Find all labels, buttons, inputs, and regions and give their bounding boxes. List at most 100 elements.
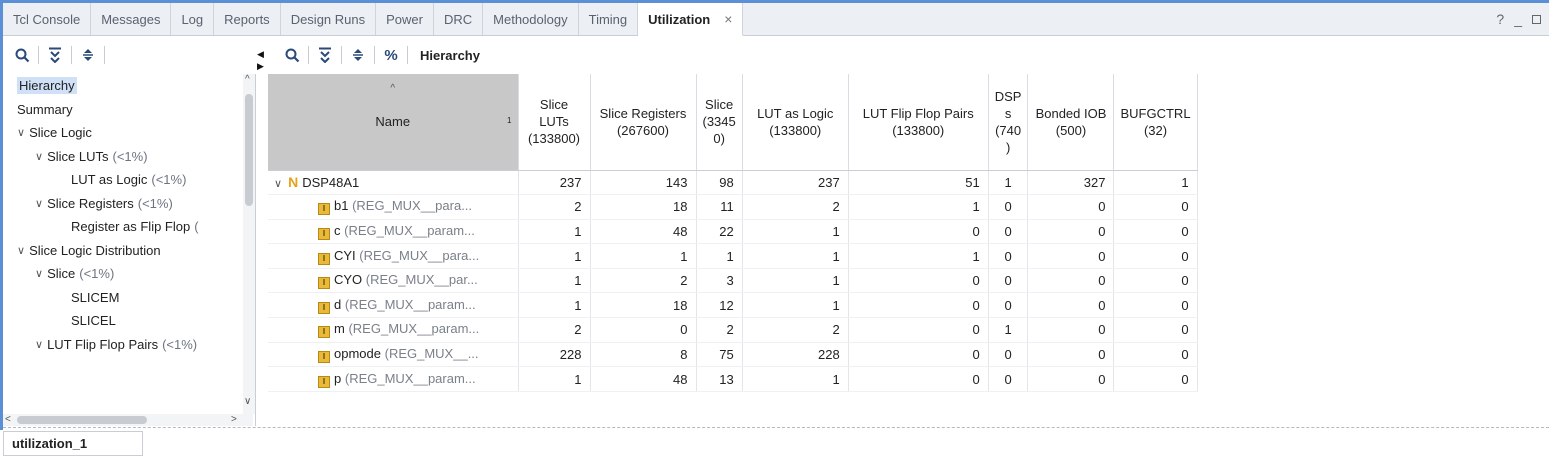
chevron-down-icon[interactable]: ∨ xyxy=(35,150,44,163)
column-header-text: Slice Registers xyxy=(599,105,687,121)
cell-value: 0 xyxy=(988,292,1029,319)
column-header[interactable]: LUT as Logic (133800) xyxy=(742,74,849,171)
cell-value: 0 xyxy=(1027,268,1115,294)
chevron-down-icon[interactable]: ∨ xyxy=(17,127,26,140)
cell-value: 0 xyxy=(1027,243,1115,269)
scrollbar-thumb[interactable] xyxy=(245,94,253,206)
tree-item[interactable]: ∨ Slice Logic xyxy=(3,121,255,145)
module-name: (REG_MUX__par... xyxy=(365,272,478,288)
chevron-down-icon[interactable]: ∨ xyxy=(35,268,44,281)
scroll-down-icon[interactable]: ∨ xyxy=(244,396,252,407)
expand-all-icon[interactable] xyxy=(74,43,102,67)
tab-drc[interactable]: DRC xyxy=(434,3,484,35)
column-header[interactable]: DSP s (740) xyxy=(988,74,1029,171)
cell-value: 51 xyxy=(848,170,989,196)
horizontal-scrollbar[interactable]: < > xyxy=(3,414,253,426)
bottom-divider xyxy=(3,427,1549,428)
tree-item[interactable]: ∨ Slice (<1%) xyxy=(3,262,255,286)
tree-item-percent: (<1%) xyxy=(151,172,187,188)
chevron-down-icon[interactable]: ∨ xyxy=(17,244,26,257)
tree-item[interactable]: ∨ Slice Logic Distribution xyxy=(3,239,255,263)
tab-tcl-console[interactable]: Tcl Console xyxy=(3,3,92,35)
scrollbar-thumb[interactable] xyxy=(17,416,147,424)
collapse-left-icon[interactable]: ◀ xyxy=(257,49,264,59)
table-row[interactable]: I CYI (REG_MUX__para... 1 1 1 1 1 0 0 0 xyxy=(268,243,1198,269)
vertical-scrollbar[interactable]: ^ ∨ xyxy=(243,74,255,414)
tree-item[interactable]: Summary xyxy=(3,98,255,122)
chevron-down-icon[interactable]: ∨ xyxy=(35,338,44,351)
column-header-text: Slice LUTs xyxy=(539,97,569,130)
module-name: (REG_MUX__param... xyxy=(344,222,475,238)
cell-name: I CYO (REG_MUX__par... xyxy=(268,268,519,294)
table-row[interactable]: I CYO (REG_MUX__par... 1 2 3 1 0 0 0 0 xyxy=(268,268,1198,294)
percent-icon[interactable]: % xyxy=(384,46,398,64)
tree-item[interactable]: ∨ Slice LUTs (<1%) xyxy=(3,145,255,169)
table-header-row: ^ 1 Name Slice LUTs (133800) Slice Registers(… xyxy=(268,74,1198,171)
cell-value: 237 xyxy=(742,170,849,196)
column-header-text: (133800) xyxy=(769,122,822,138)
window-top-border xyxy=(0,0,1549,3)
scroll-up-icon[interactable]: ^ xyxy=(245,74,250,85)
tab-messages[interactable]: Messages xyxy=(91,3,172,35)
cell-value: 0 xyxy=(590,317,697,343)
tab-methodology[interactable]: Methodology xyxy=(483,3,579,35)
help-icon[interactable]: ? xyxy=(1496,11,1505,27)
scroll-right-icon[interactable]: > xyxy=(231,414,237,425)
column-header[interactable]: LUT Flip Flop Pairs (133800) xyxy=(848,74,989,171)
cell-value: 0 xyxy=(1027,194,1115,220)
cell-value: 237 xyxy=(518,170,591,196)
close-icon[interactable]: × xyxy=(724,11,733,27)
module-name: (REG_MUX__... xyxy=(384,345,479,361)
expand-all-icon[interactable] xyxy=(344,43,372,67)
tree-item[interactable]: SLICEM xyxy=(3,286,255,310)
tab-log[interactable]: Log xyxy=(171,3,215,35)
scroll-left-icon[interactable]: < xyxy=(5,414,11,425)
tree-item[interactable]: Register as Flip Flop( xyxy=(3,215,255,239)
column-header-name[interactable]: ^ 1 Name xyxy=(268,74,519,171)
table-row[interactable]: ∨ N DSP48A1 237 143 98 237 51 1 327 1 xyxy=(268,170,1198,196)
cell-value: 1 xyxy=(1113,170,1198,196)
instance-icon: I xyxy=(318,203,330,216)
cell-value: 0 xyxy=(848,268,989,294)
column-header[interactable]: BUFGCTRL (32) xyxy=(1113,74,1198,171)
tree-item[interactable]: ∨ Slice Registers (<1%) xyxy=(3,192,255,216)
report-tab-utilization-1[interactable]: utilization_1 xyxy=(3,431,143,456)
collapse-all-icon[interactable] xyxy=(311,43,339,67)
search-icon[interactable] xyxy=(278,43,306,67)
tree-item[interactable]: ∨ LUT Flip Flop Pairs (<1%) xyxy=(3,333,255,357)
tab-reports[interactable]: Reports xyxy=(214,3,281,35)
column-header[interactable]: Bonded IOB (500) xyxy=(1027,74,1115,171)
cell-value: 2 xyxy=(696,317,743,343)
column-header[interactable]: Slice LUTs (133800) xyxy=(518,74,591,171)
chevron-down-icon[interactable]: ∨ xyxy=(274,178,283,191)
column-header[interactable]: Slice (3345 0) xyxy=(696,74,743,171)
expand-right-icon[interactable]: ▶ xyxy=(257,61,264,71)
column-header[interactable]: Slice Registers (267600) xyxy=(590,74,697,171)
chevron-down-icon[interactable]: ∨ xyxy=(35,197,44,210)
tree-item-percent: (<1%) xyxy=(162,336,198,352)
tree-item[interactable]: SLICEL xyxy=(3,309,255,333)
cell-value: 0 xyxy=(1113,292,1198,319)
tree-item[interactable]: LUT as Logic (<1%) xyxy=(3,168,255,192)
instance-icon: I xyxy=(318,350,330,363)
tab-label: Design Runs xyxy=(290,11,366,27)
tab-power[interactable]: Power xyxy=(376,3,434,35)
report-tree-panel: Hierarchy Summary ∨ Slice Logic ∨ Slice LUTs(… xyxy=(3,74,256,426)
collapse-all-icon[interactable] xyxy=(41,43,69,67)
tab-utilization[interactable]: Utilization × xyxy=(638,3,744,36)
tree-item[interactable]: Hierarchy xyxy=(3,74,255,98)
minimize-icon[interactable]: _ xyxy=(1514,11,1522,27)
panel-splitter[interactable]: ◀ ▶ xyxy=(257,48,264,72)
tab-timing[interactable]: Timing xyxy=(579,3,639,35)
tab-label: Timing xyxy=(588,11,628,27)
tree-item-label: Slice LUTs xyxy=(47,148,109,164)
search-icon[interactable] xyxy=(8,43,36,67)
tab-design-runs[interactable]: Design Runs xyxy=(281,3,377,35)
maximize-icon[interactable] xyxy=(1532,14,1541,24)
